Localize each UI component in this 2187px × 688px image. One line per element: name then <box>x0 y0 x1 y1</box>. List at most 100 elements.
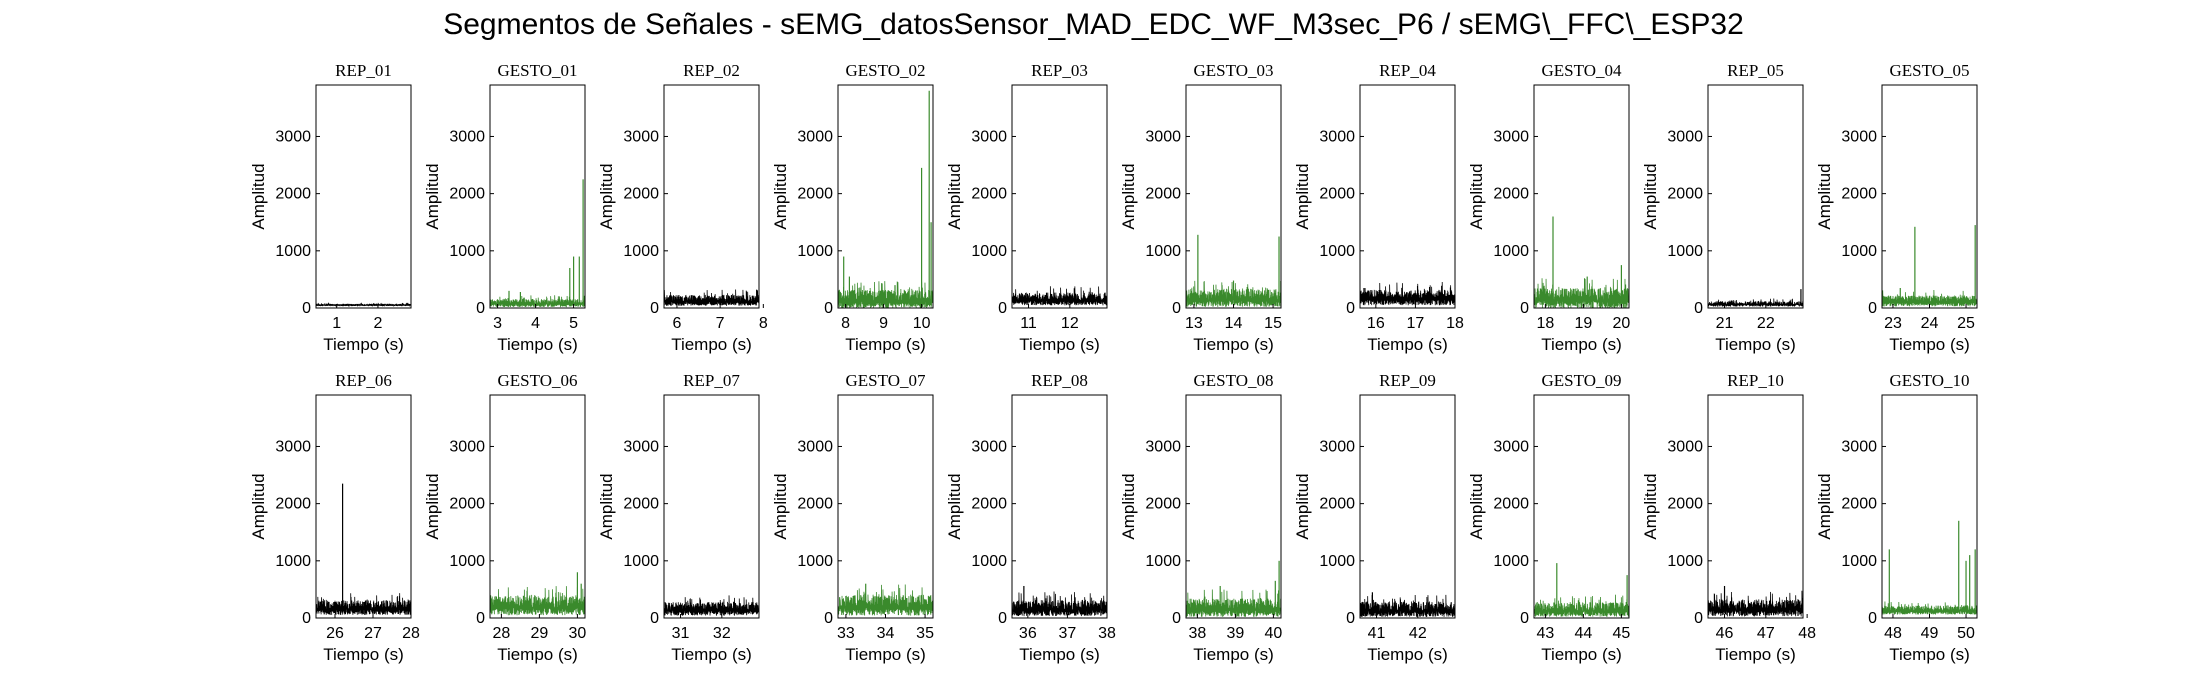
y-tick-label: 3000 <box>623 438 659 455</box>
x-axis-label: Tiempo (s) <box>1541 645 1622 664</box>
subplot-gesto-02: GESTO_02 0 1000 2000 3000 8 9 10 Tiempo (s) Ampli… <box>771 61 934 354</box>
y-tick-label: 1000 <box>1667 243 1703 260</box>
y-axis-label: Amplitud <box>423 473 442 539</box>
signal-trace <box>837 281 934 308</box>
subplot-rep-04: REP_04 0 1000 2000 3000 16 17 18 Tiempo (s) Ampli… <box>1293 61 1464 354</box>
y-tick-label: 3000 <box>1841 128 1877 145</box>
subplot-title: GESTO_06 <box>498 371 578 390</box>
y-tick-label: 1000 <box>623 243 659 260</box>
x-tick-label: 21 <box>1716 315 1734 332</box>
y-axis-label: Amplitud <box>1293 163 1312 229</box>
y-tick-label: 2000 <box>1145 186 1181 203</box>
x-tick-label: 14 <box>1225 315 1243 332</box>
y-tick-label: 1000 <box>1145 243 1181 260</box>
subplot-title: GESTO_10 <box>1890 371 1970 390</box>
subplot-gesto-05: GESTO_05 0 1000 2000 3000 23 24 25 Tiempo (s) Amp… <box>1815 61 1978 354</box>
x-axis-label: Tiempo (s) <box>323 335 404 354</box>
x-axis-label: Tiempo (s) <box>1715 335 1796 354</box>
y-tick-label: 2000 <box>449 186 485 203</box>
y-tick-label: 2000 <box>1667 496 1703 513</box>
y-tick-label: 2000 <box>971 186 1007 203</box>
subplot-gesto-10: GESTO_10 0 1000 2000 3000 48 49 50 Tiempo (s) Amp… <box>1815 371 1978 664</box>
signal-trace <box>663 595 760 616</box>
y-tick-label: 0 <box>476 610 485 627</box>
y-tick-label: 3000 <box>1493 438 1529 455</box>
y-tick-label: 1000 <box>623 553 659 570</box>
axes-box <box>489 84 586 309</box>
x-tick-label: 33 <box>837 625 855 642</box>
x-tick-label: 23 <box>1884 315 1902 332</box>
subplot-gesto-09: GESTO_09 0 1000 2000 3000 43 44 45 Tiempo (s) Amp… <box>1467 371 1630 664</box>
y-tick-label: 1000 <box>1145 553 1181 570</box>
y-tick-label: 2000 <box>623 186 659 203</box>
signal-trace <box>1359 594 1456 617</box>
x-tick-label: 35 <box>916 625 934 642</box>
signal-trace <box>315 593 412 615</box>
signal-trace <box>1011 591 1108 617</box>
y-tick-label: 2000 <box>623 496 659 513</box>
x-tick-label: 1 <box>332 315 341 332</box>
x-axis-label: Tiempo (s) <box>1193 335 1274 354</box>
signal-trace <box>1011 286 1108 306</box>
x-tick-label: 9 <box>879 315 888 332</box>
x-tick-label: 10 <box>913 315 931 332</box>
x-tick-label: 5 <box>569 315 578 332</box>
subplot-title: GESTO_08 <box>1194 371 1274 390</box>
subplot-title: GESTO_09 <box>1542 371 1622 390</box>
axes-box <box>1533 84 1630 309</box>
y-tick-label: 2000 <box>1145 496 1181 513</box>
subplot-title: GESTO_04 <box>1542 61 1622 80</box>
y-tick-label: 1000 <box>1841 243 1877 260</box>
x-axis-label: Tiempo (s) <box>1541 335 1622 354</box>
x-axis-label: Tiempo (s) <box>1019 335 1100 354</box>
x-tick-label: 46 <box>1716 625 1734 642</box>
y-tick-label: 2000 <box>275 496 311 513</box>
subplot-gesto-07: GESTO_07 0 1000 2000 3000 33 34 35 Tiempo (s) Amp… <box>771 371 934 664</box>
y-tick-label: 1000 <box>971 553 1007 570</box>
subplot-title: GESTO_02 <box>846 61 926 80</box>
axes-box <box>1011 394 1108 619</box>
y-tick-label: 3000 <box>797 438 833 455</box>
x-tick-label: 19 <box>1575 315 1593 332</box>
y-axis-label: Amplitud <box>771 473 790 539</box>
signal-trace <box>1881 601 1978 615</box>
y-tick-label: 2000 <box>1319 186 1355 203</box>
x-tick-label: 3 <box>493 315 502 332</box>
y-tick-label: 1000 <box>1319 553 1355 570</box>
axes-box <box>1359 394 1456 619</box>
y-tick-label: 2000 <box>1667 186 1703 203</box>
x-tick-label: 38 <box>1098 625 1116 642</box>
signal-trace <box>1707 590 1804 617</box>
axes-box <box>1533 394 1630 619</box>
y-tick-label: 2000 <box>1319 496 1355 513</box>
y-tick-label: 2000 <box>971 496 1007 513</box>
x-tick-label: 42 <box>1409 625 1427 642</box>
x-tick-label: 25 <box>1957 315 1975 332</box>
y-tick-label: 3000 <box>1667 128 1703 145</box>
x-tick-label: 40 <box>1265 625 1283 642</box>
y-axis-label: Amplitud <box>1815 163 1834 229</box>
subplot-title: REP_09 <box>1379 371 1436 390</box>
y-tick-label: 3000 <box>1319 438 1355 455</box>
x-tick-label: 27 <box>364 625 382 642</box>
y-tick-label: 3000 <box>275 128 311 145</box>
signal-trace <box>489 295 586 308</box>
x-tick-label: 8 <box>759 315 768 332</box>
y-tick-label: 2000 <box>1493 496 1529 513</box>
y-tick-label: 0 <box>302 610 311 627</box>
subplot-gesto-04: GESTO_04 0 1000 2000 3000 18 19 20 Tiempo (s) Amp… <box>1467 61 1630 354</box>
y-tick-label: 1000 <box>1841 553 1877 570</box>
y-tick-label: 1000 <box>449 243 485 260</box>
signal-trace <box>1185 589 1282 617</box>
y-tick-label: 2000 <box>1493 186 1529 203</box>
x-tick-label: 28 <box>493 625 511 642</box>
x-tick-label: 8 <box>841 315 850 332</box>
y-tick-label: 1000 <box>275 553 311 570</box>
subplot-rep-02: REP_02 0 1000 2000 3000 6 7 8 Tiempo (s) Amplitud <box>597 61 768 354</box>
axes-box <box>663 84 760 309</box>
subplot-title: GESTO_03 <box>1194 61 1274 80</box>
x-tick-label: 4 <box>531 315 540 332</box>
y-axis-label: Amplitud <box>945 163 964 229</box>
x-axis-label: Tiempo (s) <box>1019 645 1100 664</box>
